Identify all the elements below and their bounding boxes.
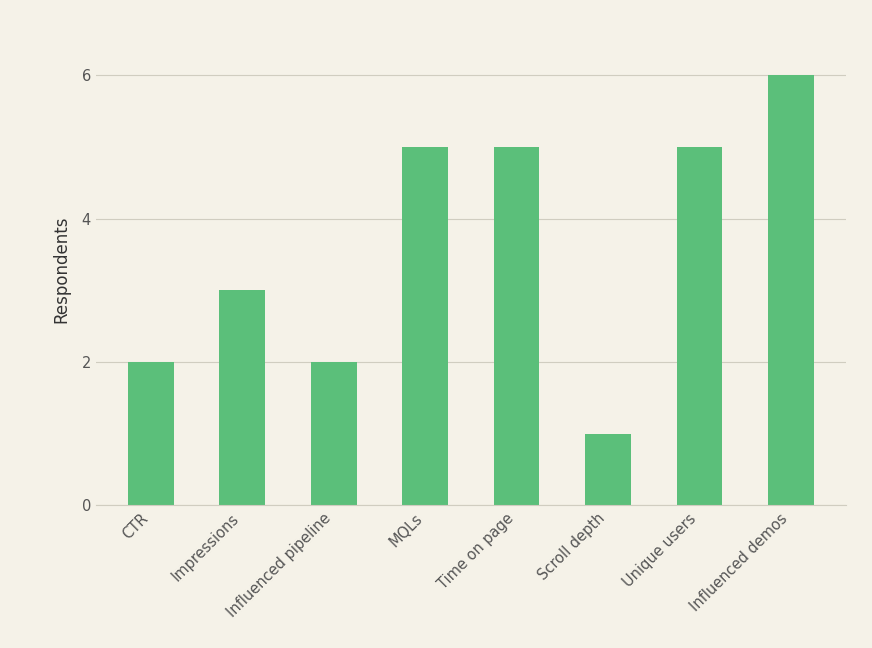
- Bar: [128, 362, 174, 505]
- Bar: [585, 434, 631, 505]
- Bar: [677, 147, 722, 505]
- Y-axis label: Respondents: Respondents: [52, 215, 71, 323]
- Bar: [220, 290, 265, 505]
- Bar: [494, 147, 540, 505]
- Bar: [310, 362, 357, 505]
- Bar: [402, 147, 448, 505]
- Bar: [768, 75, 814, 505]
